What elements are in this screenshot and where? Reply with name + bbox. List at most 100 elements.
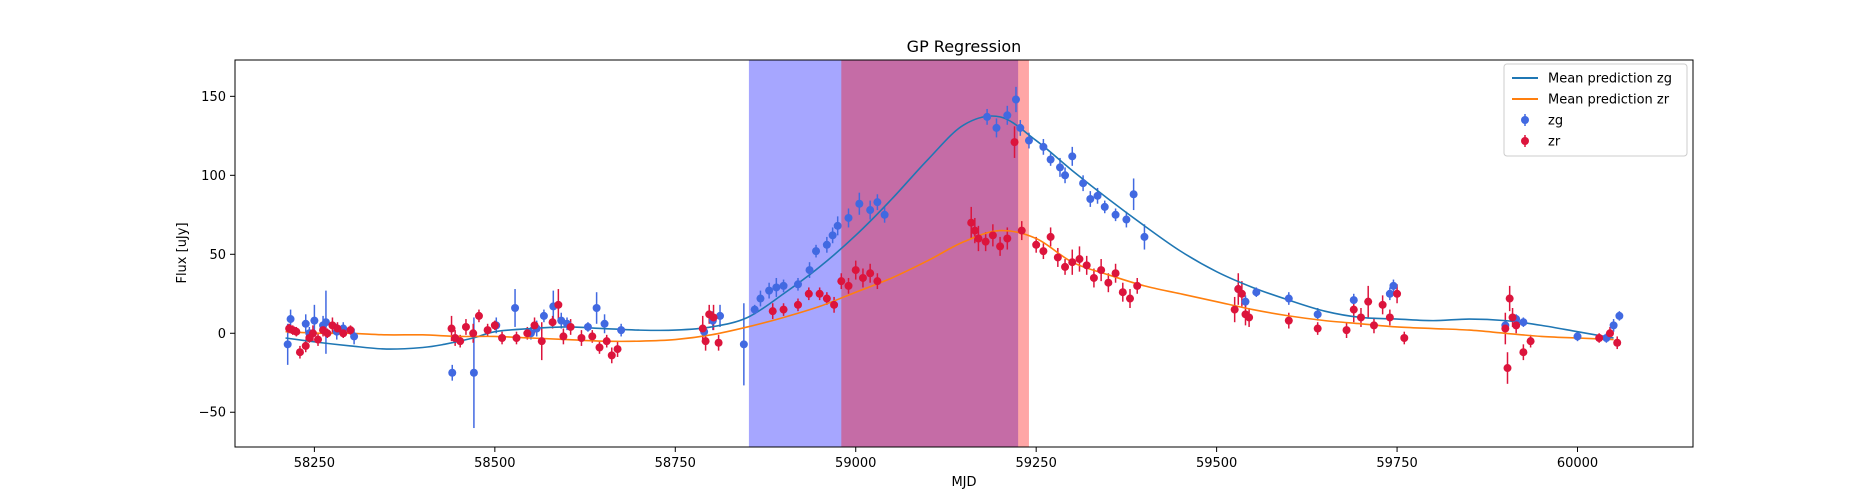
data-point-zr bbox=[607, 351, 616, 360]
data-point-zr bbox=[346, 326, 355, 335]
data-point-zr bbox=[996, 242, 1005, 251]
y-tick-label: −50 bbox=[199, 406, 226, 421]
data-point-zr bbox=[323, 329, 332, 338]
data-point-zg bbox=[1609, 321, 1618, 330]
data-point-zg bbox=[1093, 191, 1102, 200]
data-point-zr bbox=[844, 281, 853, 290]
legend-label: Mean prediction zr bbox=[1548, 93, 1670, 108]
data-point-zg bbox=[1086, 195, 1095, 204]
data-point-zg bbox=[286, 315, 295, 324]
legend-box bbox=[1503, 63, 1688, 157]
y-tick-label: 100 bbox=[201, 169, 226, 184]
data-point-zr bbox=[1595, 334, 1604, 343]
y-axis: −50 0 50 100 150 bbox=[199, 90, 235, 421]
data-point-zr bbox=[292, 327, 301, 336]
data-point-zg bbox=[855, 199, 864, 208]
data-point-zr bbox=[1089, 273, 1098, 282]
data-point-zg bbox=[1385, 289, 1394, 298]
data-point-zg bbox=[1100, 202, 1109, 211]
data-point-zr bbox=[548, 318, 557, 327]
data-point-zr bbox=[1230, 305, 1239, 314]
data-point-zr bbox=[851, 266, 860, 275]
data-point-zr bbox=[804, 289, 813, 298]
data-point-zr bbox=[1010, 138, 1019, 147]
data-point-zr bbox=[1526, 337, 1535, 346]
data-point-zr bbox=[559, 332, 568, 341]
x-tick-label: 59500 bbox=[1196, 456, 1237, 471]
data-point-zr bbox=[1512, 321, 1521, 330]
data-point-zg bbox=[793, 280, 802, 289]
data-point-zr bbox=[1017, 226, 1026, 235]
data-point-zr bbox=[988, 231, 997, 240]
data-point-zr bbox=[314, 335, 323, 344]
series-line-mean-prediction-zr bbox=[285, 229, 1614, 343]
data-point-zr bbox=[461, 322, 470, 331]
data-point-zg bbox=[805, 266, 814, 275]
data-point-zr bbox=[1605, 329, 1614, 338]
data-point-zg bbox=[600, 319, 609, 328]
data-point-zg bbox=[844, 213, 853, 222]
data-point-zr bbox=[498, 334, 507, 343]
data-point-zg bbox=[1068, 152, 1077, 161]
data-point-zg bbox=[1284, 294, 1293, 303]
data-point-zg bbox=[716, 311, 725, 320]
data-point-zr bbox=[339, 329, 348, 338]
data-point-zg bbox=[539, 311, 548, 320]
data-point-zr bbox=[1245, 313, 1254, 322]
legend-marker-swatch bbox=[1521, 116, 1529, 124]
data-point-zr bbox=[837, 277, 846, 286]
data-point-zr bbox=[1505, 294, 1514, 303]
data-point-zr bbox=[815, 289, 824, 298]
data-point-zr bbox=[698, 324, 707, 333]
data-point-zr bbox=[1508, 313, 1517, 322]
y-axis-label: Flux [uJy] bbox=[175, 222, 190, 283]
data-point-zr bbox=[537, 337, 546, 346]
data-point-zg bbox=[779, 281, 788, 290]
data-point-zr bbox=[530, 321, 539, 330]
data-point-zr bbox=[1501, 324, 1510, 333]
data-point-zr bbox=[447, 324, 456, 333]
data-point-zg bbox=[983, 112, 992, 121]
data-point-zg bbox=[880, 210, 889, 219]
data-point-zr bbox=[967, 218, 976, 227]
data-point-zr bbox=[701, 337, 710, 346]
x-axis-label: MJD bbox=[951, 475, 976, 490]
data-point-zg bbox=[1079, 179, 1088, 188]
data-point-zr bbox=[301, 341, 310, 350]
data-point-zr bbox=[779, 305, 788, 314]
data-point-zg bbox=[511, 303, 520, 312]
data-point-zg bbox=[301, 319, 310, 328]
data-point-zr bbox=[873, 277, 882, 286]
data-point-zg bbox=[1129, 190, 1138, 199]
data-point-zg bbox=[1140, 232, 1149, 241]
data-point-zr bbox=[1385, 313, 1394, 322]
data-point-zr bbox=[866, 269, 875, 278]
y-tick-label: 50 bbox=[209, 248, 226, 263]
legend-marker-swatch bbox=[1521, 137, 1529, 145]
data-point-zg bbox=[828, 231, 837, 240]
x-tick-label: 60000 bbox=[1557, 456, 1598, 471]
data-point-zg bbox=[1615, 311, 1624, 320]
data-point-zr bbox=[595, 343, 604, 352]
data-point-zr bbox=[602, 337, 611, 346]
y-tick-label: 0 bbox=[218, 327, 226, 342]
data-point-zr bbox=[1032, 240, 1041, 249]
data-point-zg bbox=[1016, 123, 1025, 132]
data-point-zr bbox=[333, 324, 342, 333]
data-point-zr bbox=[613, 345, 622, 354]
data-point-zr bbox=[1400, 334, 1409, 343]
data-point-zr bbox=[858, 273, 867, 282]
data-point-zr bbox=[554, 300, 563, 309]
data-point-zg bbox=[873, 198, 882, 207]
data-point-zr bbox=[1364, 297, 1373, 306]
data-point-zg bbox=[1241, 297, 1250, 306]
legend-label: Mean prediction zg bbox=[1548, 72, 1672, 87]
data-point-zr bbox=[1349, 305, 1358, 314]
data-point-zg bbox=[469, 368, 478, 377]
data-point-zg bbox=[1122, 215, 1131, 224]
data-point-zg bbox=[866, 206, 875, 215]
data-point-zr bbox=[1313, 324, 1322, 333]
x-tick-label: 58250 bbox=[294, 456, 335, 471]
data-point-zg bbox=[448, 368, 457, 377]
x-tick-label: 58750 bbox=[655, 456, 696, 471]
